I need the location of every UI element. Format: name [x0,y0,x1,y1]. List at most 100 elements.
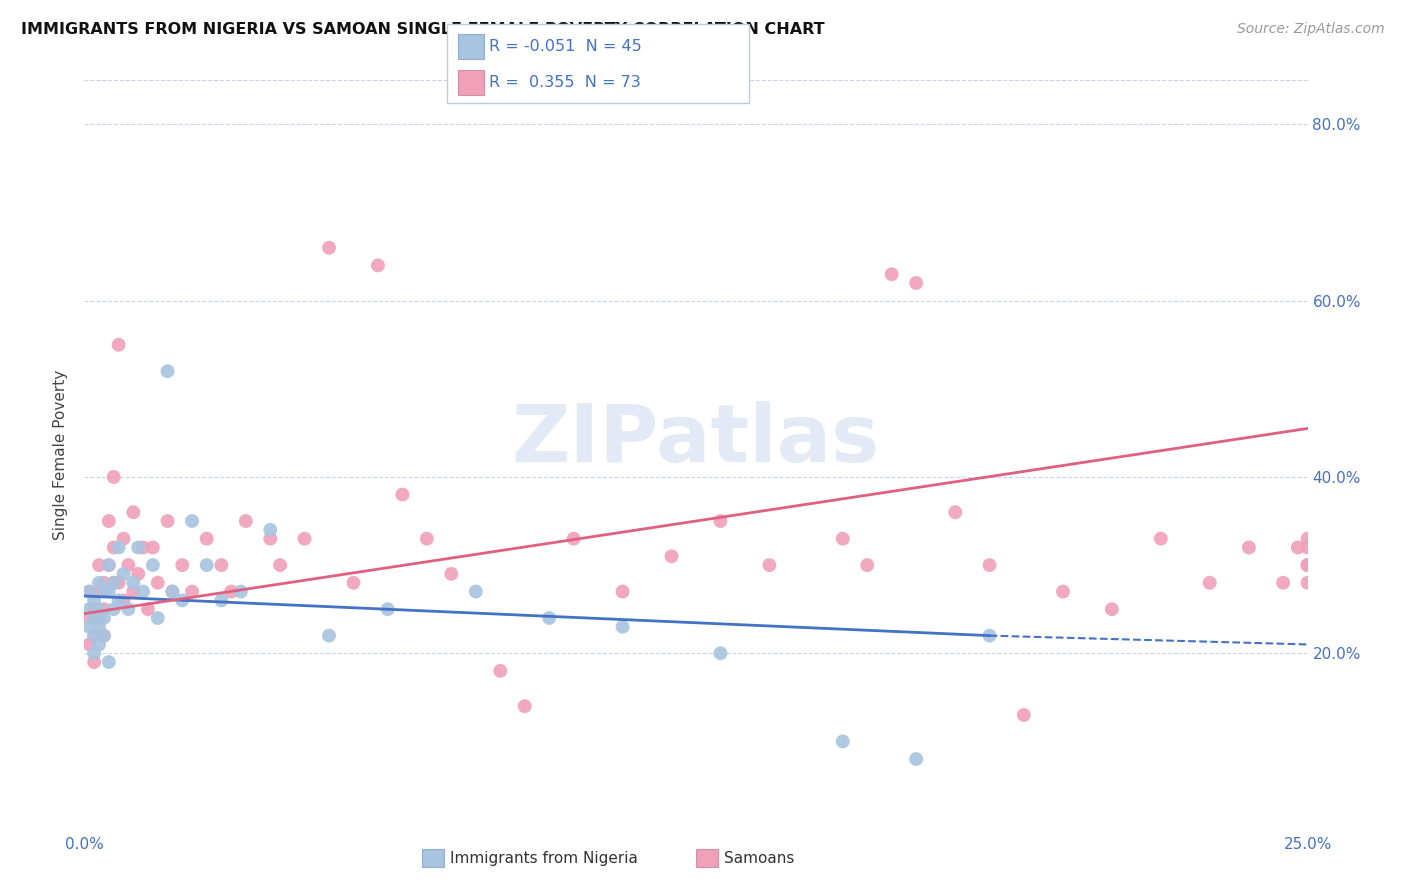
Point [1296,558,1319,573]
Point [122,505,145,519]
Point [107,541,129,555]
Point [367,259,389,273]
Point [87,558,110,573]
Point [83,629,105,643]
Point [87,637,110,651]
Point [117,602,139,616]
Point [77,584,100,599]
Point [758,558,780,573]
Point [195,532,218,546]
Point [103,602,125,616]
Point [83,602,105,616]
Point [103,575,125,590]
Point [87,602,110,616]
Point [83,655,105,669]
Point [97,655,120,669]
Point [1052,584,1074,599]
Point [77,602,100,616]
Point [1296,541,1319,555]
Point [146,611,169,625]
Text: Immigrants from Nigeria: Immigrants from Nigeria [450,851,638,865]
Point [1296,575,1319,590]
Point [831,734,853,748]
Point [259,532,281,546]
Point [831,532,853,546]
Point [136,602,159,616]
Point [162,584,184,599]
Point [377,602,399,616]
Point [1198,575,1220,590]
Point [162,584,184,599]
Point [905,752,928,766]
Point [709,646,731,660]
Point [979,558,1001,573]
Point [107,575,129,590]
Point [416,532,439,546]
Point [77,637,100,651]
Point [117,558,139,573]
Point [112,566,135,581]
Point [612,584,634,599]
Point [77,620,100,634]
Point [195,558,218,573]
Point [489,664,512,678]
Point [103,541,125,555]
Point [181,514,204,528]
Point [97,514,120,528]
Point [562,532,585,546]
Point [87,611,110,625]
Text: Source: ZipAtlas.com: Source: ZipAtlas.com [1237,22,1385,37]
Point [103,575,125,590]
Point [235,514,257,528]
Point [156,514,179,528]
Text: ZIPatlas: ZIPatlas [512,401,880,479]
Point [142,541,165,555]
Point [83,611,105,625]
Point [112,532,135,546]
Point [83,646,105,660]
Point [83,593,105,607]
Point [513,699,536,714]
Point [97,558,120,573]
Text: Samoans: Samoans [724,851,794,865]
Point [87,584,110,599]
Point [77,584,100,599]
Point [97,584,120,599]
Point [87,620,110,634]
Point [142,558,165,573]
Point [103,470,125,484]
Point [146,575,169,590]
Point [77,611,100,625]
Point [464,584,486,599]
Point [538,611,561,625]
Point [661,549,683,564]
Point [1296,532,1319,546]
Point [112,593,135,607]
Point [156,364,179,378]
Point [83,629,105,643]
Point [93,629,115,643]
Point [219,584,242,599]
Point [943,505,966,519]
Point [93,611,115,625]
Point [1296,558,1319,573]
Point [132,541,155,555]
Point [318,241,340,255]
Point [294,532,316,546]
Point [209,558,232,573]
Text: IMMIGRANTS FROM NIGERIA VS SAMOAN SINGLE FEMALE POVERTY CORRELATION CHART: IMMIGRANTS FROM NIGERIA VS SAMOAN SINGLE… [21,22,825,37]
Point [979,629,1001,643]
Y-axis label: Single Female Poverty: Single Female Poverty [53,370,69,540]
Point [391,487,413,501]
Point [93,602,115,616]
Point [1150,532,1173,546]
Point [440,566,463,581]
Point [1296,558,1319,573]
Point [127,541,149,555]
Point [880,267,903,281]
Point [318,629,340,643]
Point [259,523,281,537]
Point [172,593,194,607]
Point [122,584,145,599]
Point [132,584,155,599]
